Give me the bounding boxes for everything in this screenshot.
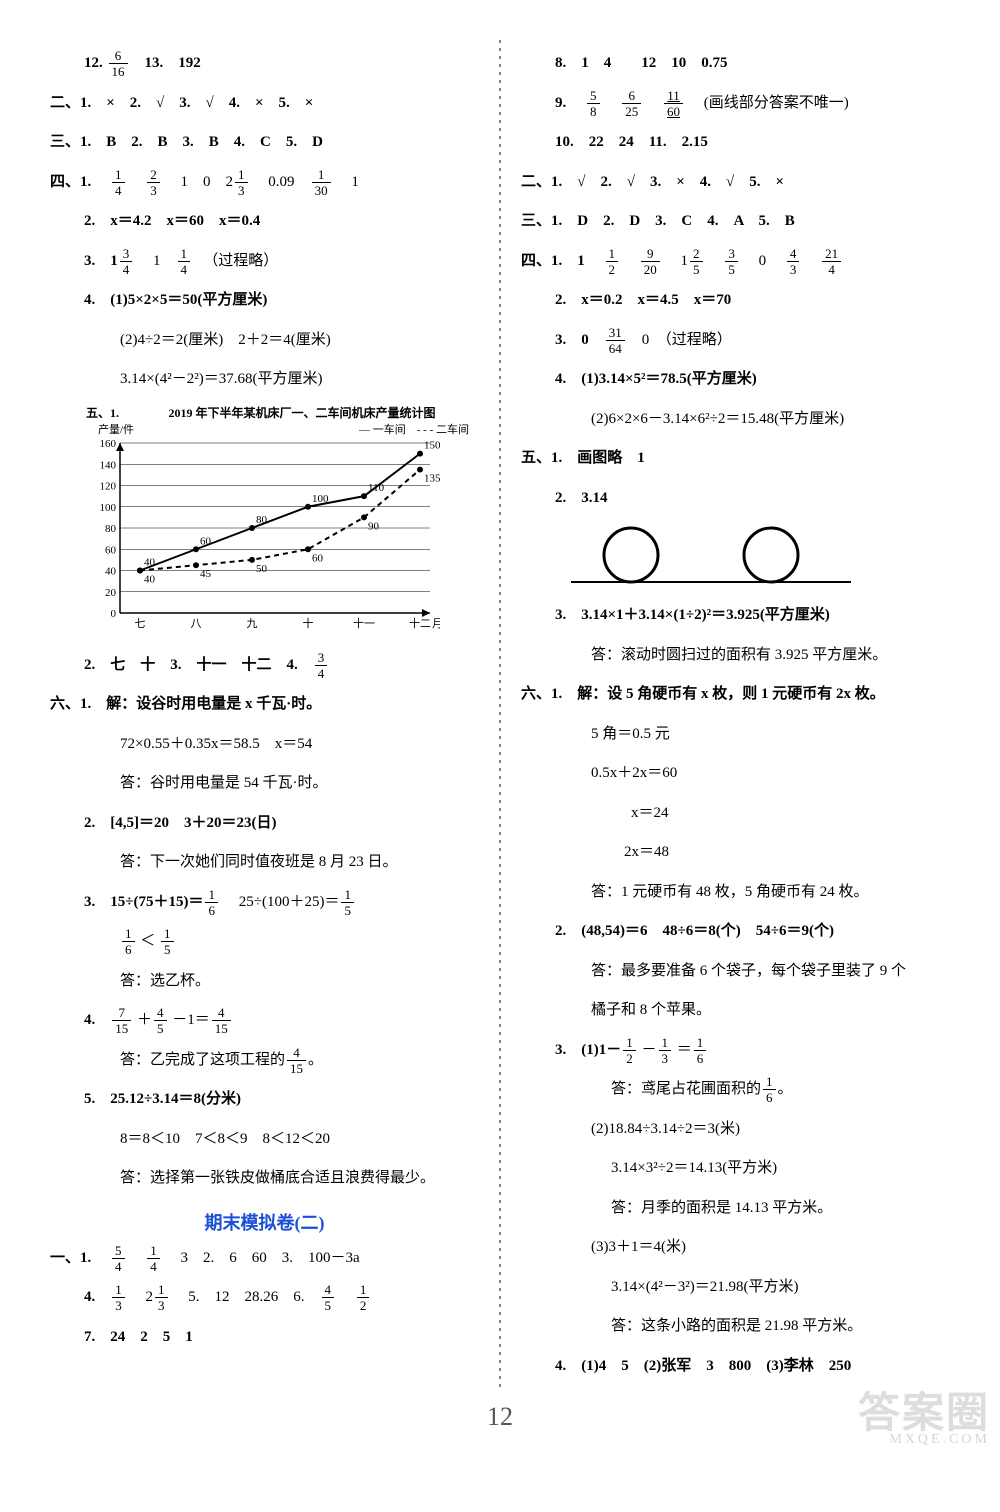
text-line: 8＝8＜10 7＜8＜9 8＜12＜20 [50,1124,479,1156]
svg-text:80: 80 [256,514,268,526]
text-line: 答：这条小路的面积是 21.98 平方米。 [521,1311,950,1343]
circles-diagram [561,522,861,592]
text-line: 3.14×3²÷2＝14.13(平方米) [521,1153,950,1185]
text-line: 4. 715 ＋45 －1＝415 [50,1005,479,1037]
svg-text:40: 40 [144,573,156,585]
text-line: 3. 15÷(75＋15)＝16 25÷(100＋25)＝15 [50,887,479,919]
text-line: 五、1. 画图略 1 [521,443,950,475]
text-line: 答：滚动时圆扫过的面积有 3.925 平方厘米。 [521,640,950,672]
svg-text:100: 100 [100,501,117,513]
right-column: 8. 1 4 12 10 0.75 9. 58 625 1160 (画线部分答案… [521,40,950,1390]
svg-text:十: 十 [303,616,314,630]
text-line: 答：选择第一张铁皮做桶底合适且浪费得最少。 [50,1163,479,1195]
text-line: 5. 25.12÷3.14＝8(分米) [50,1084,479,1116]
text-line: 答：最多要准备 6 个袋子，每个袋子里装了 9 个 [521,956,950,988]
text-line: 2. x＝0.2 x＝4.5 x＝70 [521,285,950,317]
text-line: 四、1. 1 12 920 125 35 0 43 214 [521,246,950,278]
text-line: 7. 24 2 5 1 [50,1322,479,1354]
text-line: 答：选乙杯。 [50,966,479,998]
text-line: (2)6×2×6－3.14×6²÷2＝15.48(平方厘米) [521,404,950,436]
text-line: 四、1. 14 23 1 0 213 0.09 130 1 [50,167,479,199]
text-line: 4. (1)3.14×5²＝78.5(平方厘米) [521,364,950,396]
text-line: (2)4÷2＝2(厘米) 2＋2＝4(厘米) [50,325,479,357]
svg-text:十一: 十一 [353,616,375,630]
text-line: 3.14×(4²－3²)＝21.98(平方米) [521,1272,950,1304]
text-line: 六、1. 解：设谷时用电量是 x 千瓦·时。 [50,689,479,721]
text-line: 3.14×(4²－2²)＝37.68(平方厘米) [50,364,479,396]
text-line: 三、1. D 2. D 3. C 4. A 5. B [521,206,950,238]
svg-text:40: 40 [105,565,117,577]
text-line: (2)18.84÷3.14÷2＝3(米) [521,1114,950,1146]
svg-text:135: 135 [424,472,440,484]
svg-text:60: 60 [105,544,117,556]
svg-text:50: 50 [256,562,268,574]
text-line: (3)3＋1＝4(米) [521,1232,950,1264]
text-line: 3. (1)1－12 －13 ＝16 [521,1035,950,1067]
text-line: 一、1. 54 14 3 2. 6 60 3. 100－3a [50,1243,479,1275]
text-line: 3. 0 3164 0 （过程略） [521,325,950,357]
column-divider [499,40,501,1390]
svg-text:40: 40 [144,556,156,568]
svg-text:45: 45 [200,568,212,580]
text-line: 4. (1)5×2×5＝50(平方厘米) [50,285,479,317]
svg-text:八: 八 [191,618,202,630]
text-line: 9. 58 625 1160 (画线部分答案不唯一) [521,88,950,120]
watermark-url: MXQE.COM [889,1432,990,1448]
svg-text:十二: 十二 [409,616,431,630]
text-line: x＝24 [521,798,950,830]
text-line: 0.5x＋2x＝60 [521,758,950,790]
text-line: 72×0.55＋0.35x＝58.5 x＝54 [50,729,479,761]
text-line: 2. (48,54)＝6 48÷6＝8(个) 54÷6＝9(个) [521,916,950,948]
text-line: 4. 13 213 5. 12 28.26 6. 45 12 [50,1282,479,1314]
svg-text:90: 90 [368,520,380,532]
text-line: 2. 七 十 3. 十一 十二 4. 34 [50,650,479,682]
svg-text:七: 七 [135,617,146,630]
svg-text:80: 80 [105,523,117,535]
text-line: 二、1. √ 2. √ 3. × 4. √ 5. × [521,167,950,199]
text-line: 5 角＝0.5 元 [521,719,950,751]
svg-text:60: 60 [200,535,212,547]
svg-text:150: 150 [424,439,440,451]
text-line: 答：月季的面积是 14.13 平方米。 [521,1193,950,1225]
text-line: 4. (1)4 5 (2)张军 3 800 (3)李林 250 [521,1351,950,1383]
text-line: 2. 3.14 [521,483,950,515]
text-line: 2. [4,5]＝20 3＋20＝23(日) [50,808,479,840]
chart-block: 五、1. 2019 年下半年某机床厂一、二车间机床产量统计图 产量/件 — 一车… [50,404,479,642]
svg-text:120: 120 [100,480,117,492]
svg-text:九: 九 [247,617,258,630]
left-column: 12. 616 13. 192 二、1. × 2. √ 3. √ 4. × 5.… [50,40,479,1390]
text-line: 12. 616 13. 192 [50,48,479,80]
text-line: 16 ＜ 15 [50,926,479,958]
text-line: 3. 3.14×1＋3.14×(1÷2)²＝3.925(平方厘米) [521,600,950,632]
svg-text:110: 110 [368,482,385,494]
text-line: 六、1. 解：设 5 角硬币有 x 枚，则 1 元硬币有 2x 枚。 [521,679,950,711]
svg-text:60: 60 [312,552,324,564]
text-line: 8. 1 4 12 10 0.75 [521,48,950,80]
text-line: 答：下一次她们同时值夜班是 8 月 23 日。 [50,847,479,879]
text-line: 10. 22 24 11. 2.15 [521,127,950,159]
watermark: 答案圈 [858,1379,990,1440]
text-line: 答：鸢尾占花圃面积的16。 [521,1074,950,1106]
text-line: 答：乙完成了这项工程的415。 [50,1045,479,1077]
text-line: 橘子和 8 个苹果。 [521,995,950,1027]
svg-text:160: 160 [100,438,117,450]
svg-text:100: 100 [312,492,329,504]
text-line: 2x＝48 [521,837,950,869]
text-line: 二、1. × 2. √ 3. √ 4. × 5. × [50,88,479,120]
text-line: 答：1 元硬币有 48 枚，5 角硬币有 24 枚。 [521,877,950,909]
text-line: 3. 134 1 14 （过程略） [50,246,479,278]
page-number: 12 [487,1402,513,1432]
svg-text:140: 140 [100,459,117,471]
text-line: 答：谷时用电量是 54 千瓦·时。 [50,768,479,800]
svg-text:20: 20 [105,586,117,598]
line-chart: 0 20 40 60 80 100 120 140 160 七 八 九 十 十一 十二月份 40 60 80 100… [80,437,440,637]
section-title: 期末模拟卷(二) [50,1209,479,1235]
text-line: 三、1. B 2. B 3. B 4. C 5. D [50,127,479,159]
svg-text:0: 0 [111,608,117,620]
text-line: 2. x＝4.2 x＝60 x＝0.4 [50,206,479,238]
svg-text:月份: 月份 [432,617,440,630]
